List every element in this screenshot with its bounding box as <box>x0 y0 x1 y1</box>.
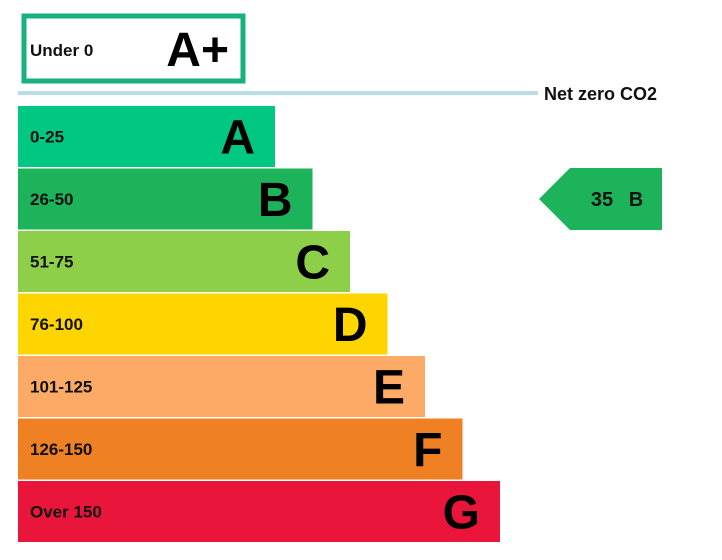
band-f-letter: F <box>413 424 442 477</box>
net-zero-line <box>18 91 538 95</box>
band-e-letter: E <box>373 362 405 415</box>
band-e-bar <box>18 356 425 417</box>
band-g-range: Over 150 <box>30 503 102 522</box>
net-zero-label: Net zero CO2 <box>544 84 657 104</box>
band-f-bar <box>18 418 463 480</box>
current-rating-value: 35 <box>591 189 613 211</box>
band-b-letter: B <box>258 174 293 227</box>
band-d-range: 76-100 <box>30 315 83 334</box>
band-d-bar <box>18 293 388 355</box>
band-e-range: 101-125 <box>30 378 92 397</box>
current-rating-letter: B <box>629 189 643 211</box>
aplus-letter: A+ <box>166 24 229 77</box>
band-b-bar <box>18 168 313 230</box>
band-g-bar <box>18 481 500 542</box>
aplus-box <box>21 13 246 84</box>
band-d-letter: D <box>333 299 368 352</box>
band-f-range: 126-150 <box>30 440 92 459</box>
band-c-bar <box>18 231 350 292</box>
band-a-bar <box>18 106 275 167</box>
aplus-range-label: Under 0 <box>30 41 93 60</box>
rating-bands: 0-25 A 26-50 B 51-75 C 76-100 D 101-125 E 126-150 F… <box>18 106 500 542</box>
current-rating-arrow <box>539 168 662 230</box>
band-c-letter: C <box>295 237 330 290</box>
band-a-range: 0-25 <box>30 128 64 147</box>
band-a-letter: A <box>220 112 255 165</box>
band-g-letter: G <box>443 487 480 540</box>
band-b-range: 26-50 <box>30 190 73 209</box>
band-c-range: 51-75 <box>30 253 73 272</box>
